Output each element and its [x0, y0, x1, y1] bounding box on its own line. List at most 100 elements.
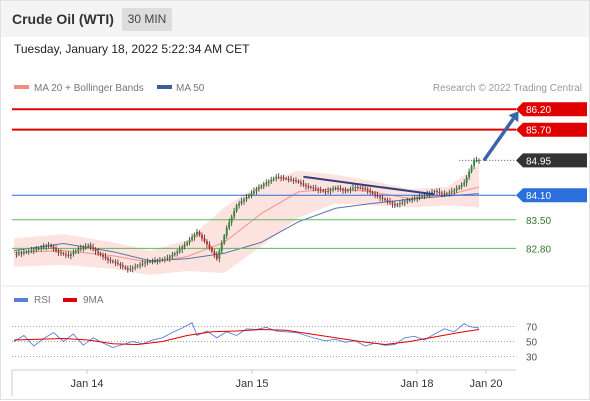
candle-body	[275, 176, 278, 179]
candle-body	[285, 178, 287, 180]
candle-body	[426, 194, 428, 196]
candle-body	[327, 190, 330, 192]
trendline	[303, 175, 435, 196]
rsi-ma-legend-label: 9MA	[83, 295, 104, 306]
candle-body	[406, 200, 409, 202]
candle-body	[411, 199, 414, 201]
candle-body	[374, 193, 377, 196]
candle-body	[57, 250, 60, 253]
candle-body	[290, 179, 292, 181]
candle-body	[250, 193, 253, 196]
candle-body	[394, 204, 396, 206]
candle-body	[463, 182, 466, 185]
candle-body	[468, 171, 471, 178]
candle-body	[215, 255, 218, 259]
candle-body	[119, 264, 122, 266]
candle-body	[139, 264, 142, 266]
candle-body	[116, 263, 119, 264]
candle-body	[45, 246, 48, 247]
candle-body	[62, 253, 65, 255]
candle-body	[79, 248, 82, 250]
candle-body	[280, 177, 283, 179]
candle-body	[30, 250, 33, 252]
candle-body	[354, 187, 357, 188]
candle-body	[334, 187, 337, 189]
candle-body	[104, 256, 107, 259]
rsi-legend-label: RSI	[34, 295, 51, 306]
candle-body	[94, 249, 97, 252]
candle-body	[223, 235, 226, 244]
level-tag	[516, 153, 587, 168]
candle-body	[50, 245, 53, 247]
candle-body	[292, 179, 295, 181]
candle-body	[107, 258, 109, 260]
candle-body	[332, 188, 334, 190]
candle-body	[84, 246, 87, 248]
annotations	[303, 111, 519, 196]
candle-body	[337, 187, 339, 189]
candle-body	[339, 188, 342, 190]
candle-body	[25, 251, 28, 253]
candle-body	[376, 195, 379, 197]
candle-body	[314, 188, 317, 190]
candle-body	[475, 160, 478, 162]
candle-body	[166, 258, 169, 260]
candle-body	[42, 246, 45, 248]
candle-body	[344, 190, 347, 192]
candle-body	[235, 205, 238, 211]
timeframe-badge[interactable]: 30 MIN	[122, 8, 172, 31]
candle-body	[191, 237, 193, 240]
candle-body	[302, 183, 305, 185]
candle-body	[82, 247, 85, 249]
candle-body	[408, 199, 411, 201]
candle-body	[265, 182, 268, 185]
candle-body	[92, 247, 95, 250]
candle-body	[300, 182, 302, 184]
candle-body	[201, 235, 203, 239]
candle-body	[450, 191, 453, 193]
candle-body	[423, 195, 426, 197]
level-label: 83.50	[526, 216, 551, 227]
candle-body	[196, 232, 198, 235]
instrument-title: Crude Oil (WTI)	[12, 11, 114, 27]
candle-body	[307, 186, 310, 188]
level-tag	[516, 102, 587, 117]
candle-body	[309, 186, 312, 188]
candle-body	[225, 228, 228, 236]
candle-body	[20, 252, 23, 254]
candle-body	[129, 268, 132, 270]
candle-body	[40, 247, 43, 249]
candle-body	[238, 203, 240, 206]
level-tag	[516, 122, 587, 137]
candle-body	[198, 232, 201, 236]
candle-body	[342, 189, 344, 191]
ma20-legend-swatch	[14, 85, 29, 89]
candle-body	[322, 190, 325, 192]
candle-body	[386, 200, 389, 202]
candle-body	[455, 188, 458, 191]
candle-body	[364, 188, 367, 190]
candle-body	[253, 191, 255, 194]
candle-body	[431, 192, 433, 194]
candle-body	[243, 199, 245, 202]
candle-body	[99, 253, 102, 255]
candle-body	[398, 203, 401, 205]
level-label: 84.95	[526, 156, 551, 167]
candle-body	[124, 266, 127, 269]
candles	[15, 156, 480, 273]
candle-body	[257, 187, 260, 189]
rsi-legend-swatch	[14, 298, 28, 302]
candle-body	[381, 197, 384, 199]
candle-body	[183, 244, 186, 247]
ma20-legend-label: MA 20 + Bollinger Bands	[34, 83, 144, 94]
candle-body	[470, 166, 473, 172]
candle-body	[112, 260, 114, 262]
candle-body	[366, 189, 369, 191]
candle-body	[67, 255, 70, 256]
candle-body	[35, 249, 38, 251]
candle-body	[329, 189, 332, 191]
candle-body	[297, 180, 300, 183]
candle-body	[134, 266, 137, 268]
candle-body	[65, 254, 67, 256]
